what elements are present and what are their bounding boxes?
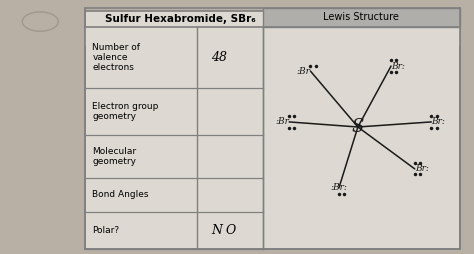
Text: N O: N O xyxy=(211,224,236,237)
Text: Br:: Br: xyxy=(415,164,428,173)
Text: Br:: Br: xyxy=(391,61,405,71)
Text: :Br: :Br xyxy=(275,117,289,126)
Text: Molecular
geometry: Molecular geometry xyxy=(92,147,137,166)
Text: :Br: :Br xyxy=(297,67,310,76)
Bar xyxy=(85,27,460,46)
Text: Bond Angles: Bond Angles xyxy=(92,190,149,199)
Text: Electron group
geometry: Electron group geometry xyxy=(92,102,159,121)
Text: 48: 48 xyxy=(211,51,227,64)
Circle shape xyxy=(22,12,58,31)
Text: Lewis Structure: Lewis Structure xyxy=(323,12,400,22)
Text: Number of
valence
electrons: Number of valence electrons xyxy=(92,43,140,72)
Text: Br:: Br: xyxy=(431,117,445,126)
Text: :Br:: :Br: xyxy=(330,183,347,193)
Text: Polar?: Polar? xyxy=(92,226,119,235)
Bar xyxy=(263,8,460,27)
Text: S: S xyxy=(352,118,364,136)
Bar xyxy=(85,11,460,249)
Text: Sulfur Hexabromide, SBr₆: Sulfur Hexabromide, SBr₆ xyxy=(105,14,255,24)
